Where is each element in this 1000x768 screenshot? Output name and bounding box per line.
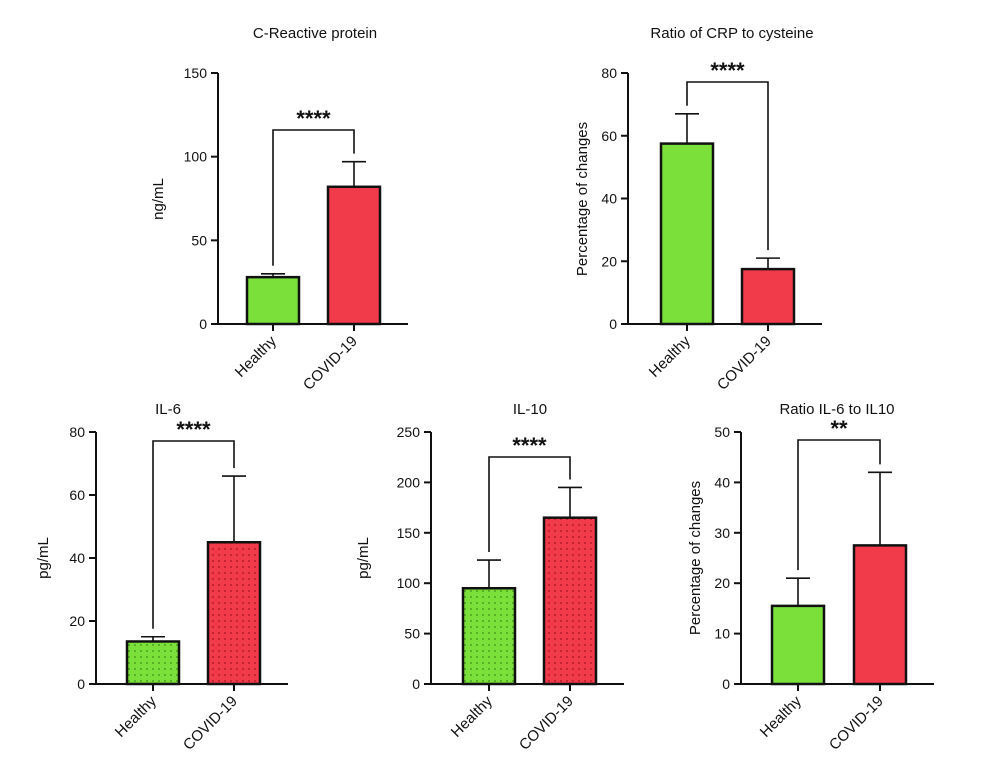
- y-tick-label: 0: [412, 676, 420, 692]
- y-tick-label: 20: [601, 253, 617, 269]
- y-tick-label: 50: [404, 626, 420, 642]
- y-axis-label: ng/mL: [150, 178, 167, 220]
- bar-healthy: [659, 142, 715, 326]
- significance-bracket: [152, 440, 235, 629]
- y-tick-label: 80: [601, 65, 617, 81]
- bar-healthy: [245, 275, 301, 326]
- panel-title: IL-6: [155, 401, 181, 418]
- y-tick-label: 200: [397, 474, 421, 490]
- panel-title: C-Reactive protein: [253, 25, 377, 42]
- y-tick-label: 250: [397, 424, 421, 440]
- y-axis-label: pg/mL: [355, 537, 372, 579]
- bar-covid-19: [326, 185, 382, 326]
- y-tick-label: 30: [714, 525, 730, 541]
- panel-title: Ratio IL-6 to IL10: [779, 401, 894, 418]
- bar-healthy: [125, 640, 181, 686]
- x-tick-label: COVID-19: [516, 693, 577, 754]
- y-tick-label: 0: [77, 676, 85, 692]
- panel-il6-il10-ratio: Ratio IL-6 to IL10 Percentage of changes…: [687, 401, 934, 754]
- y-tick-label: 150: [397, 525, 421, 541]
- y-tick-label: 10: [714, 626, 730, 642]
- y-axis-label: pg/mL: [35, 537, 52, 579]
- y-tick-label: 0: [199, 316, 207, 332]
- bar-covid-19: [542, 516, 598, 686]
- y-tick-label: 50: [191, 232, 207, 248]
- x-tick-label: Healthy: [646, 332, 694, 380]
- y-tick-label: 40: [601, 191, 617, 207]
- x-tick-label: COVID-19: [826, 693, 887, 754]
- y-tick-label: 100: [397, 575, 421, 591]
- panel-il6: IL-6 pg/mL 0 20 40 60 80 Healthy COVID-19 ****: [35, 401, 288, 754]
- y-tick-label: 0: [609, 316, 617, 332]
- significance-bracket: [797, 439, 881, 571]
- y-tick-label: 60: [69, 487, 85, 503]
- x-tick-label: COVID-19: [180, 693, 241, 754]
- significance-stars: ****: [176, 417, 211, 442]
- x-tick-label: COVID-19: [714, 333, 775, 394]
- x-tick-label: Healthy: [232, 332, 280, 380]
- y-tick-label: 50: [714, 424, 730, 440]
- significance-bracket: [686, 81, 769, 251]
- panel-crp-cysteine-ratio: Ratio of CRP to cysteine Percentage of c…: [574, 25, 822, 394]
- y-tick-label: 40: [69, 550, 85, 566]
- y-tick-label: 40: [714, 474, 730, 490]
- x-tick-label: Healthy: [757, 692, 805, 740]
- bar-covid-19: [206, 541, 262, 686]
- bar-covid-19: [852, 544, 908, 686]
- y-axis-label: Percentage of changes: [574, 122, 591, 276]
- y-axis-label: Percentage of changes: [687, 481, 704, 635]
- bar-healthy: [770, 604, 826, 686]
- x-tick-label: COVID-19: [300, 333, 361, 394]
- significance-stars: ****: [512, 433, 547, 458]
- panel-title: IL-10: [513, 401, 547, 418]
- bar-healthy: [461, 586, 517, 686]
- significance-bracket: [488, 456, 571, 553]
- significance-stars: ****: [296, 106, 331, 131]
- y-tick-label: 20: [69, 613, 85, 629]
- y-tick-label: 100: [184, 149, 208, 165]
- significance-bracket: [272, 129, 355, 266]
- x-tick-label: Healthy: [112, 692, 160, 740]
- x-tick-label: Healthy: [448, 692, 496, 740]
- y-tick-label: 60: [601, 128, 617, 144]
- bar-covid-19: [740, 267, 796, 326]
- significance-stars: **: [830, 416, 848, 441]
- panel-title: Ratio of CRP to cysteine: [650, 25, 813, 42]
- y-tick-label: 20: [714, 575, 730, 591]
- y-tick-label: 150: [184, 65, 208, 81]
- panel-il10: IL-10 pg/mL 0 50 100 150 200 250 Healthy COVID-…: [355, 401, 624, 754]
- y-tick-label: 80: [69, 424, 85, 440]
- panel-crp: C-Reactive protein ng/mL 0 50 100 150 Health…: [150, 25, 408, 394]
- y-tick-label: 0: [722, 676, 730, 692]
- significance-stars: ****: [710, 58, 745, 83]
